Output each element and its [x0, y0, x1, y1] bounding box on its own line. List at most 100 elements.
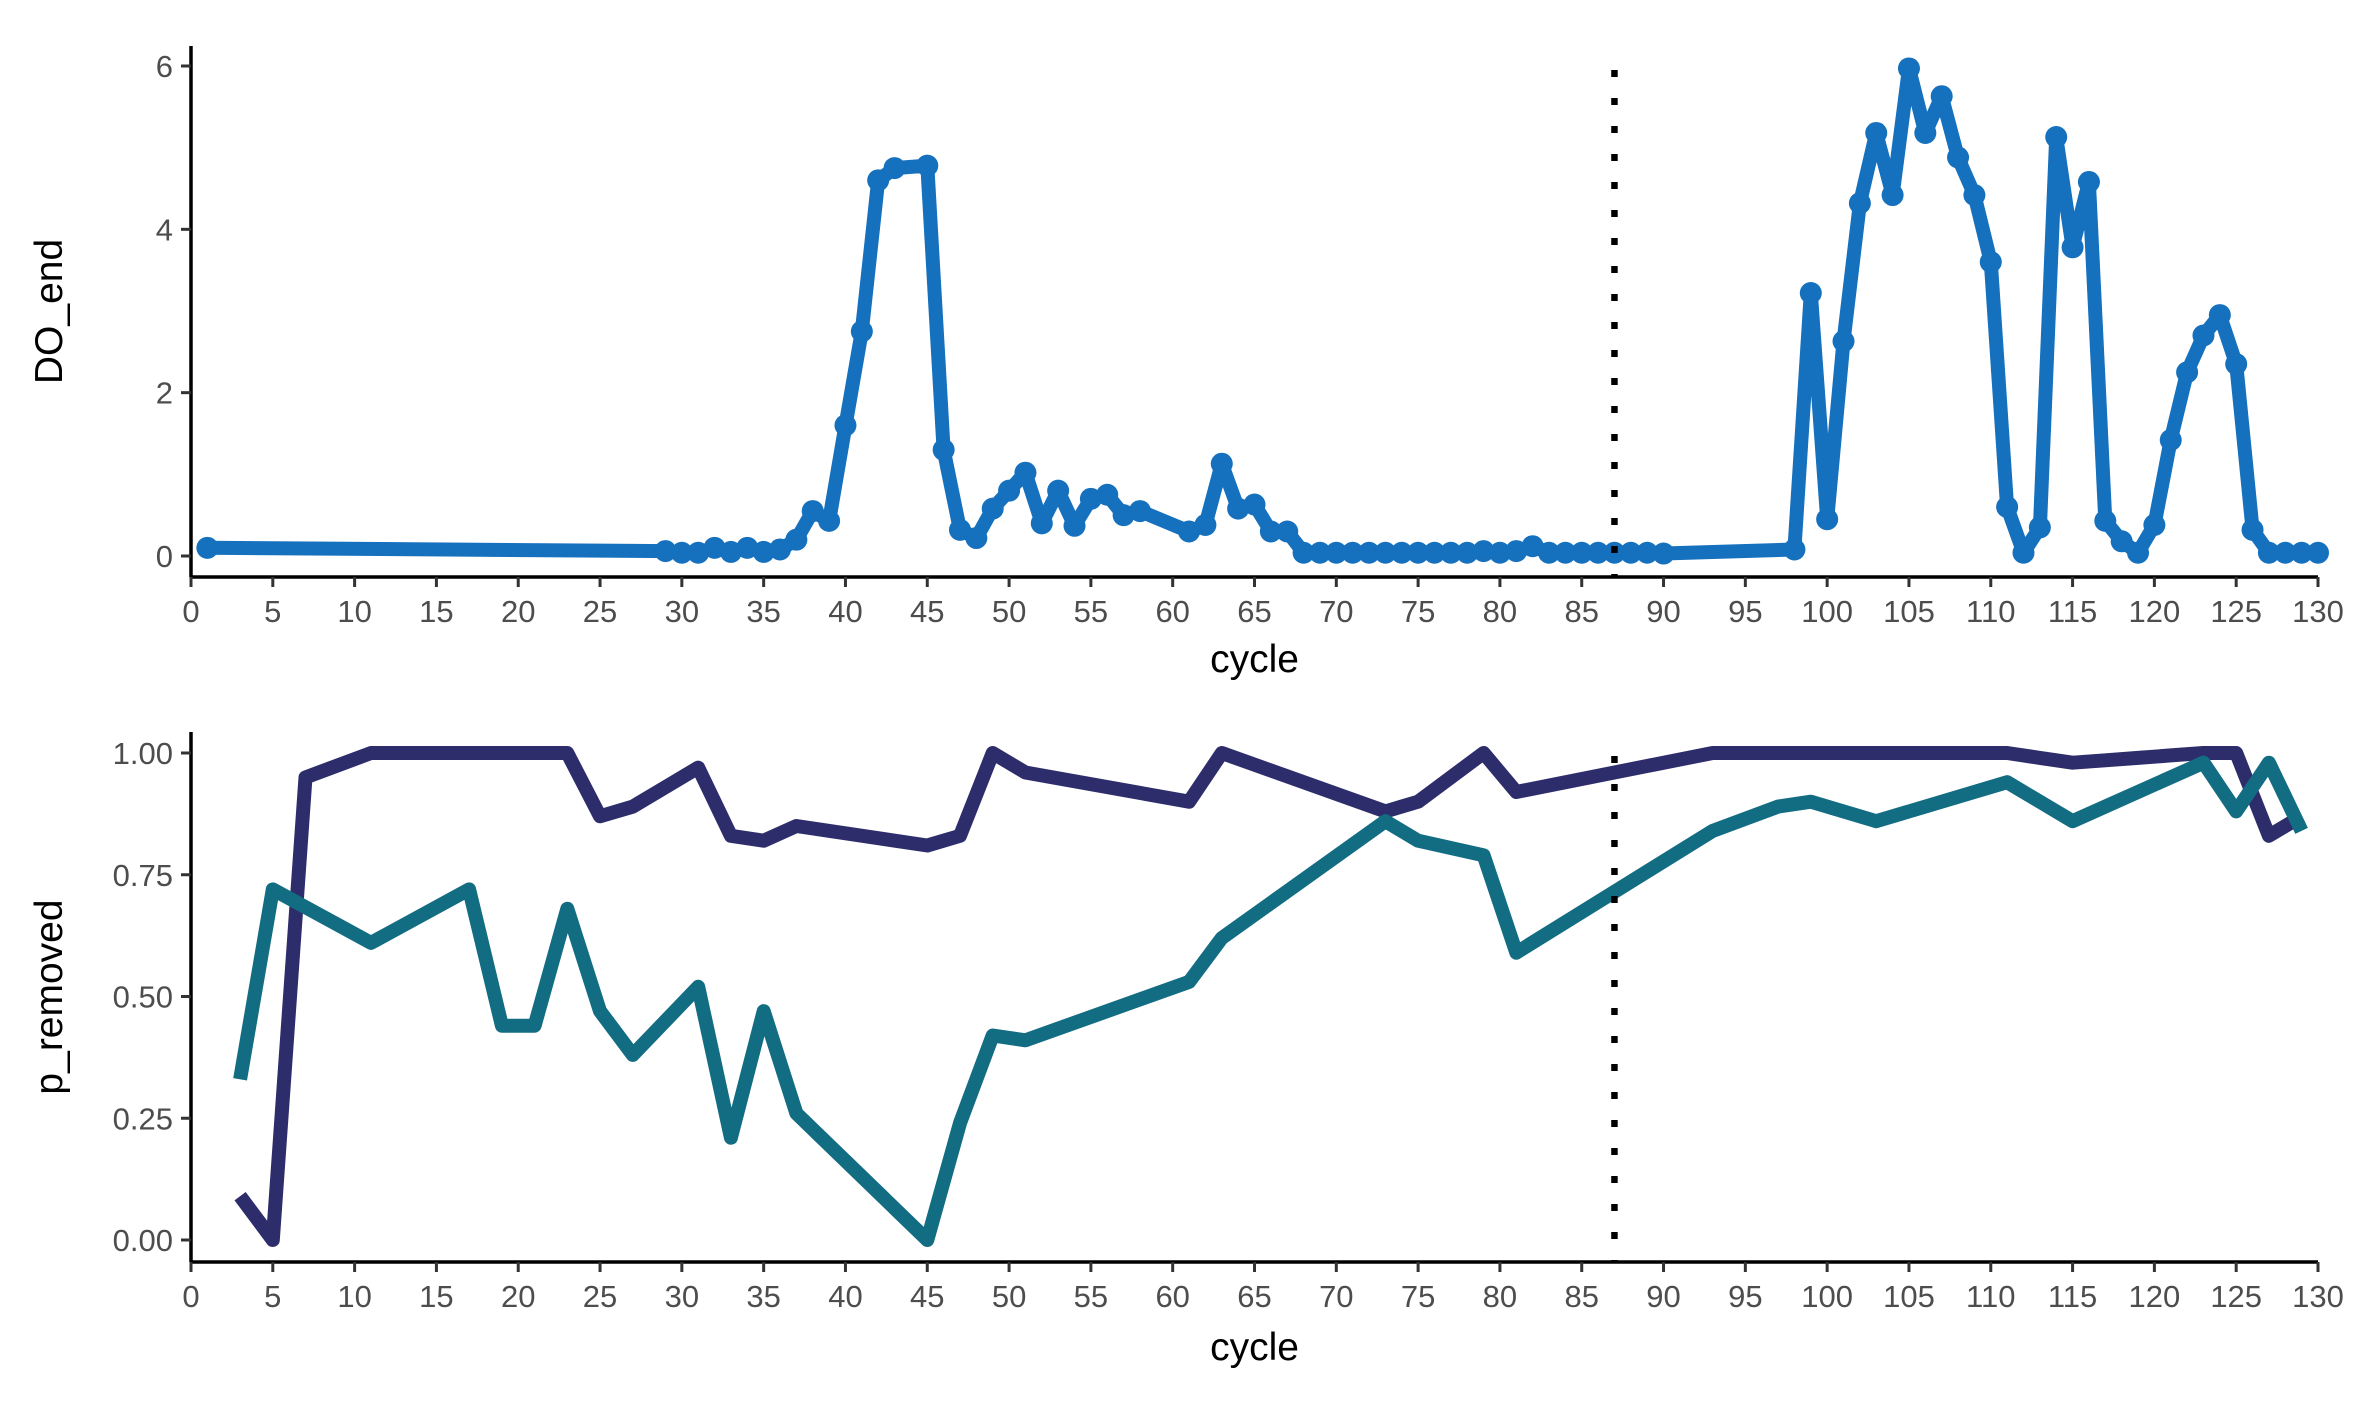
data-point	[834, 414, 857, 437]
data-point	[2143, 513, 2166, 536]
data-point	[998, 479, 1021, 502]
data-point	[1832, 330, 1855, 353]
data-point	[932, 438, 955, 461]
data-point	[1947, 146, 1970, 169]
data-point	[1259, 520, 1282, 543]
x-tick-label: 100	[1801, 1279, 1853, 1314]
data-point	[981, 497, 1004, 520]
x-tick-label: 15	[419, 594, 453, 629]
data-point	[1358, 541, 1381, 564]
x-tick-label: 65	[1237, 1279, 1271, 1314]
data-point	[1619, 541, 1642, 564]
x-tick-label: 45	[910, 1279, 944, 1314]
data-point	[1047, 479, 1070, 502]
data-point	[2159, 429, 2182, 452]
data-point	[1128, 500, 1151, 523]
x-tick-label: 0	[182, 1279, 199, 1314]
data-point	[1897, 57, 1920, 80]
data-point	[1423, 541, 1446, 564]
x-tick-label: 80	[1483, 594, 1517, 629]
data-point	[2225, 353, 2248, 376]
x-tick-label: 0	[182, 594, 199, 629]
data-point	[1472, 540, 1495, 563]
data-point	[769, 538, 792, 561]
data-point	[1292, 541, 1315, 564]
x-tick-label: 5	[264, 594, 281, 629]
data-point	[2110, 530, 2133, 553]
data-point	[850, 320, 873, 343]
y-axis-title: DO_end	[28, 239, 71, 384]
data-point	[1325, 541, 1348, 564]
data-point	[2012, 541, 2035, 564]
x-tick-label: 20	[501, 594, 535, 629]
x-tick-label: 5	[264, 1279, 281, 1314]
x-tick-label: 15	[419, 1279, 453, 1314]
data-point	[1816, 508, 1839, 531]
x-tick-label: 115	[2048, 594, 2097, 629]
x-tick-label: 110	[1966, 1279, 2015, 1314]
x-tick-label: 70	[1319, 594, 1353, 629]
data-point	[2176, 361, 2199, 384]
x-tick-label: 35	[746, 594, 780, 629]
x-tick-label: 75	[1401, 1279, 1435, 1314]
data-point	[1914, 121, 1937, 144]
x-tick-label: 120	[2129, 1279, 2181, 1314]
data-point	[1488, 541, 1511, 564]
x-tick-label: 90	[1646, 1279, 1680, 1314]
data-point	[2061, 236, 2084, 259]
data-point	[1652, 542, 1675, 565]
p-removed-panel: 0.00 0.25 0.50 0.75 1.00 0 5 10 15 20 25 30 35 40 45 50…	[28, 732, 2344, 1369]
x-tick-label: 10	[337, 594, 371, 629]
data-point	[1308, 541, 1331, 564]
data-point	[1030, 512, 1053, 535]
x-tick-label: 20	[501, 1279, 535, 1314]
data-point	[2208, 304, 2231, 327]
x-tick-label: 85	[1564, 594, 1598, 629]
data-point	[948, 518, 971, 541]
data-point	[2077, 170, 2100, 193]
data-point	[1865, 121, 1888, 144]
data-point	[1554, 541, 1577, 564]
data-point	[1390, 541, 1413, 564]
x-tick-label: 35	[746, 1279, 780, 1314]
x-tick-label: 75	[1401, 594, 1435, 629]
data-point	[867, 169, 890, 192]
x-tick-label: 110	[1966, 594, 2015, 629]
data-point	[670, 541, 693, 564]
x-tick-label: 50	[992, 1279, 1026, 1314]
data-point	[1063, 514, 1086, 537]
data-point	[2045, 126, 2068, 149]
data-point	[1538, 541, 1561, 564]
x-tick-label: 85	[1564, 1279, 1598, 1314]
data-point	[916, 154, 939, 177]
data-point	[1881, 184, 1904, 207]
data-point	[1783, 538, 1806, 561]
data-point	[1456, 541, 1479, 564]
x-axis-title: cycle	[1210, 638, 1299, 681]
x-tick-label: 55	[1074, 594, 1108, 629]
data-point	[1276, 520, 1299, 543]
data-point	[1014, 461, 1037, 484]
y-tick-label: 2	[156, 376, 173, 411]
data-point	[1243, 493, 1266, 516]
x-tick-label: 45	[910, 594, 944, 629]
data-point	[1979, 251, 2002, 273]
data-point	[2241, 518, 2264, 541]
x-tick-label: 100	[1801, 594, 1853, 629]
data-point	[785, 528, 808, 551]
data-point	[2028, 516, 2051, 539]
series-line-1	[233, 755, 2308, 1247]
data-point	[1963, 184, 1986, 207]
series-line-0	[234, 746, 2306, 1247]
x-tick-label: 80	[1483, 1279, 1517, 1314]
x-tick-label: 30	[665, 1279, 699, 1314]
y-tick-label: 0.25	[113, 1101, 173, 1136]
data-point	[883, 157, 906, 180]
data-point	[196, 536, 219, 559]
y-axis-title: p_removed	[28, 899, 71, 1094]
x-tick-label: 130	[2292, 1279, 2344, 1314]
x-tick-label: 60	[1155, 594, 1189, 629]
data-point	[2257, 541, 2280, 564]
data-point	[752, 540, 775, 563]
